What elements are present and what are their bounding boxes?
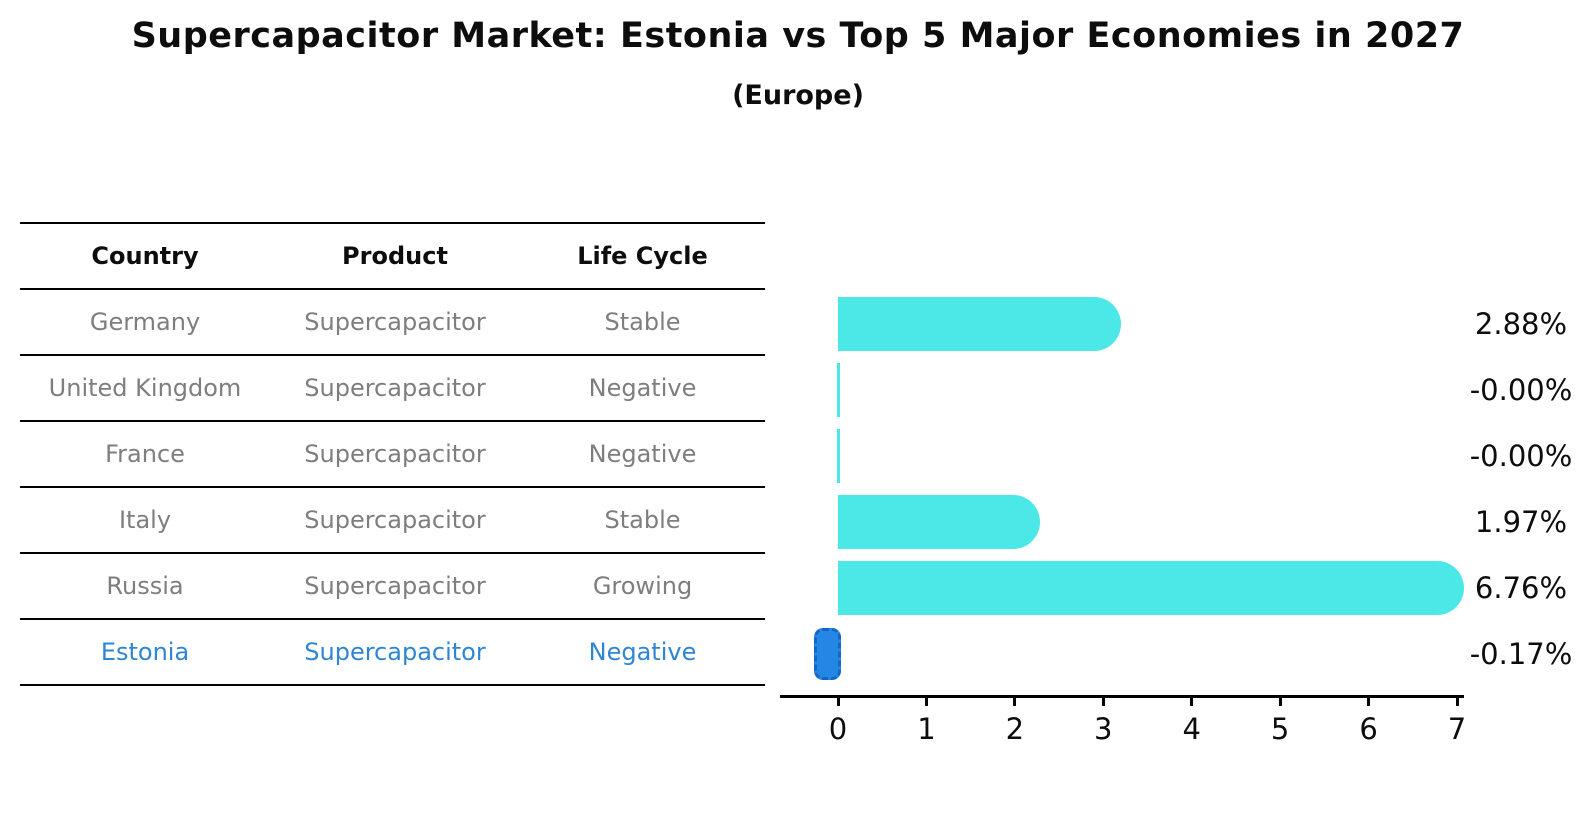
x-axis-tick-label: 2	[1005, 712, 1025, 746]
table-cell-country: Germany	[89, 308, 201, 336]
table-cell-product: Supercapacitor	[304, 374, 486, 402]
table-cell-life-cycle: Growing	[592, 572, 693, 600]
table-header-life-cycle: Life Cycle	[577, 242, 708, 270]
x-axis-tick	[1455, 695, 1459, 706]
table-cell-country: Estonia	[100, 638, 190, 666]
table-cell-product: Supercapacitor	[304, 638, 486, 666]
x-axis-tick-label: 5	[1270, 712, 1290, 746]
x-axis-tick	[836, 695, 840, 706]
x-axis-tick	[1190, 695, 1194, 706]
country-table: Country Product Life Cycle Germany Superc…	[20, 222, 765, 686]
table-cell-country: France	[105, 440, 185, 468]
bar-value-label-italy: 1.97%	[1474, 505, 1568, 539]
table-cell-life-cycle: Negative	[588, 638, 697, 666]
table-body: Germany Supercapacitor Stable United Kingdo…	[20, 290, 765, 686]
table-row-estonia: Estonia Supercapacitor Negative	[20, 620, 765, 686]
x-axis-tick	[1367, 695, 1371, 706]
table-cell-product: Supercapacitor	[304, 572, 486, 600]
x-axis-tick	[924, 695, 928, 706]
bar-russia	[838, 561, 1464, 615]
page-subtitle: (Europe)	[732, 80, 864, 111]
bar-chart-plot-area: 0 1 2 3 4 5 6 7	[780, 280, 1466, 746]
x-axis-tick-label: 6	[1359, 712, 1378, 746]
table-cell-country: Russia	[106, 572, 184, 600]
bar-united-kingdom	[837, 363, 840, 417]
x-axis-tick-label: 7	[1447, 712, 1467, 746]
x-axis-tick	[1101, 695, 1105, 706]
table-row-germany: Germany Supercapacitor Stable	[20, 290, 765, 356]
table-cell-product: Supercapacitor	[304, 308, 486, 336]
bar-value-label-united-kingdom: -0.00%	[1469, 373, 1573, 407]
x-axis-tick	[1013, 695, 1017, 706]
table-header-product: Product	[342, 242, 448, 270]
x-axis-tick	[1278, 695, 1282, 706]
bar-value-label-russia: 6.76%	[1474, 571, 1568, 605]
table-row-italy: Italy Supercapacitor Stable	[20, 488, 765, 554]
x-axis-tick-label: 4	[1182, 712, 1201, 746]
x-axis-tick-label: 0	[828, 712, 848, 746]
bar-value-label-france: -0.00%	[1469, 439, 1573, 473]
bar-france	[837, 429, 840, 483]
table-cell-life-cycle: Stable	[604, 308, 681, 336]
x-axis-tick-label: 3	[1094, 712, 1113, 746]
page-title: Supercapacitor Market: Estonia vs Top 5 …	[131, 16, 1465, 56]
table-cell-product: Supercapacitor	[304, 440, 486, 468]
table-cell-life-cycle: Negative	[588, 440, 697, 468]
table-cell-life-cycle: Stable	[604, 506, 681, 534]
bar-estonia	[813, 628, 841, 680]
bar-value-label-germany: 2.88%	[1474, 307, 1568, 341]
bar-value-label-estonia: -0.17%	[1469, 637, 1573, 671]
table-row-france: France Supercapacitor Negative	[20, 422, 765, 488]
x-axis-tick-label: 1	[917, 712, 936, 746]
table-header-country: Country	[91, 242, 199, 270]
table-cell-product: Supercapacitor	[304, 506, 486, 534]
table-cell-country: Italy	[118, 506, 172, 534]
table-row-russia: Russia Supercapacitor Growing	[20, 554, 765, 620]
table-row-united-kingdom: United Kingdom Supercapacitor Negative	[20, 356, 765, 422]
table-cell-life-cycle: Negative	[588, 374, 697, 402]
table-header-row: Country Product Life Cycle	[20, 224, 765, 290]
table-cell-country: United Kingdom	[48, 374, 242, 402]
bar-germany	[838, 297, 1121, 351]
bar-italy	[838, 495, 1041, 549]
